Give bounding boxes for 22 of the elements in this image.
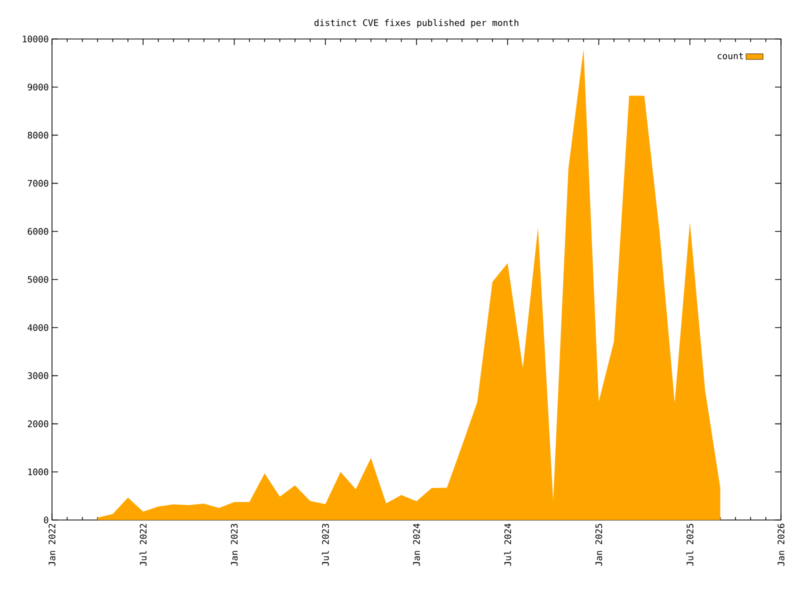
x-tick-label: Jan 2022 [48,524,56,566]
x-tick-label: Jan 2025 [595,524,602,566]
chart-title: distinct CVE fixes published per month [314,19,518,28]
x-tick-label: Jul 2025 [686,524,694,566]
y-tick-label: 4000 [28,324,48,331]
legend-label: count [718,52,743,60]
x-tick-label: Jan 2024 [413,524,420,566]
x-tick-label: Jan 2026 [778,524,784,566]
y-tick-label: 10000 [22,36,48,42]
y-tick-label: 5000 [28,276,48,283]
y-tick-label: 2000 [28,420,48,428]
x-tick-label: Jul 2023 [322,524,329,566]
x-tick-label: Jul 2024 [504,524,512,566]
y-tick-label: 9000 [28,84,48,90]
y-tick-label: 3000 [28,372,48,380]
y-tick-label: 8000 [28,132,48,139]
y-tick-label: 7000 [28,180,48,187]
y-tick-label: 1000 [28,468,48,476]
y-tick-label: 6000 [28,228,48,235]
x-tick-label: Jan 2023 [230,524,238,566]
y-tick-label: 0 [44,516,48,524]
x-tick-label: Jul 2022 [140,524,147,566]
